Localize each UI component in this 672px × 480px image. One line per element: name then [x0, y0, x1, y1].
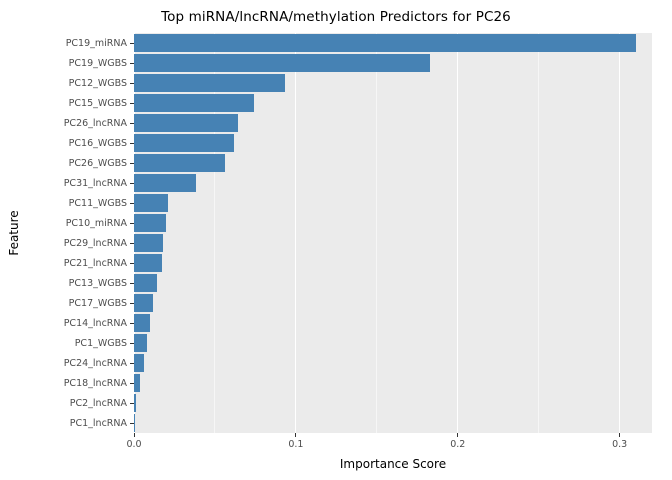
bar: [134, 74, 285, 92]
y-tick-label: PC1_WGBS: [74, 337, 127, 349]
y-tick-label: PC12_WGBS: [68, 77, 127, 89]
bar: [134, 414, 135, 432]
x-tick-label: 0.0: [126, 439, 142, 450]
y-tick-mark: [130, 102, 134, 104]
gridline-minor: [214, 33, 216, 433]
y-tick-label: PC19_miRNA: [65, 37, 127, 49]
bar: [134, 94, 254, 112]
plot-panel: [134, 33, 652, 433]
y-tick-mark: [130, 242, 134, 244]
y-tick-label: PC13_WGBS: [68, 277, 127, 289]
bar: [134, 54, 431, 72]
bar: [134, 314, 151, 332]
y-tick-mark: [130, 322, 134, 324]
gridline-major: [134, 33, 135, 433]
y-tick-label: PC10_miRNA: [65, 217, 127, 229]
y-tick-label: PC26_lncRNA: [63, 117, 127, 129]
y-tick-mark: [130, 82, 134, 84]
bar: [134, 214, 167, 232]
y-tick-label: PC29_lncRNA: [63, 237, 127, 249]
y-tick-mark: [130, 62, 134, 64]
bar: [134, 194, 168, 212]
y-tick-label: PC17_WGBS: [68, 297, 127, 309]
y-tick-label: PC18_lncRNA: [63, 377, 127, 389]
bar: [134, 294, 154, 312]
y-tick-mark: [130, 202, 134, 204]
y-tick-mark: [130, 222, 134, 224]
bar: [134, 154, 225, 172]
y-tick-mark: [130, 402, 134, 404]
x-tick-mark: [457, 433, 459, 437]
x-tick-label: 0.2: [450, 439, 466, 450]
y-tick-label: PC15_WGBS: [68, 97, 127, 109]
x-axis-title: Importance Score: [339, 457, 447, 471]
x-tick-mark: [619, 433, 621, 437]
y-tick-mark: [130, 42, 134, 44]
x-tick-mark: [133, 433, 135, 437]
y-tick-mark: [130, 182, 134, 184]
y-tick-label: PC16_WGBS: [68, 137, 127, 149]
gridline-minor: [376, 33, 378, 433]
y-tick-mark: [130, 162, 134, 164]
x-tick-label: 0.3: [612, 439, 628, 450]
y-tick-mark: [130, 262, 134, 264]
bar: [134, 394, 136, 412]
bar: [134, 174, 196, 192]
bar: [134, 34, 636, 52]
y-tick-mark: [130, 362, 134, 364]
bar: [134, 254, 162, 272]
bar: [134, 354, 144, 372]
x-tick-mark: [295, 433, 297, 437]
gridline-major: [619, 33, 621, 433]
y-tick-label: PC24_lncRNA: [63, 357, 127, 369]
bar: [134, 234, 164, 252]
gridline-minor: [538, 33, 540, 433]
gridline-major: [457, 33, 459, 433]
chart-title: Top miRNA/lncRNA/methylation Predictors …: [161, 9, 511, 25]
y-tick-mark: [130, 142, 134, 144]
y-tick-label: PC26_WGBS: [68, 157, 127, 169]
y-tick-mark: [130, 122, 134, 124]
y-tick-mark: [130, 342, 134, 344]
bar: [134, 114, 238, 132]
y-tick-label: PC11_WGBS: [68, 197, 127, 209]
x-tick-label: 0.1: [288, 439, 304, 450]
bar: [134, 374, 141, 392]
y-tick-label: PC21_lncRNA: [63, 257, 127, 269]
y-tick-label: PC19_WGBS: [68, 57, 127, 69]
y-tick-mark: [130, 282, 134, 284]
gridline-major: [295, 33, 297, 433]
y-tick-label: PC14_lncRNA: [63, 317, 127, 329]
bar: [134, 274, 157, 292]
y-tick-mark: [130, 382, 134, 384]
bar: [134, 334, 147, 352]
y-tick-mark: [130, 302, 134, 304]
y-tick-label: PC31_lncRNA: [63, 177, 127, 189]
y-tick-mark: [130, 422, 134, 424]
y-tick-label: PC2_lncRNA: [69, 397, 127, 409]
bar: [134, 134, 235, 152]
y-tick-label: PC1_lncRNA: [69, 417, 127, 429]
